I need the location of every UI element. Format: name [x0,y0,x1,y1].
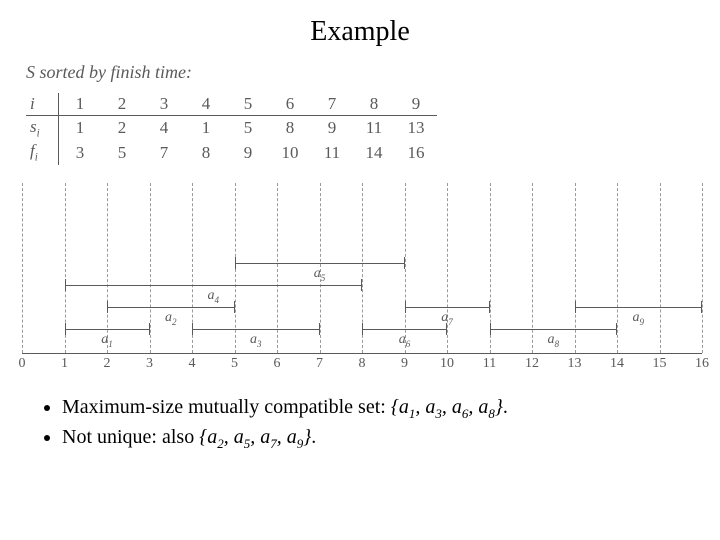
table-cell: 8 [353,93,395,116]
table-cell: 5 [101,140,143,164]
axis-tick: 10 [440,356,454,372]
table-cell: 5 [227,116,269,141]
table-rowheader: fi [26,140,59,164]
chart-area: a1a2a3a4a5a6a7a8a9 [22,183,702,354]
table-cell: 4 [185,93,227,116]
interval-a3: a3 [192,323,320,335]
table-rowheader: i [26,93,59,116]
table-cell: 7 [143,140,185,164]
table-cell: 11 [353,116,395,141]
table-cell: 13 [395,116,437,141]
table-row-i: i123456789 [26,93,437,116]
interval-label: a4 [207,288,219,305]
interval-label: a6 [399,332,411,349]
table-cell: 2 [101,93,143,116]
axis-tick: 0 [19,356,26,372]
table-cell: 6 [269,93,311,116]
gridline [150,183,151,353]
interval-a9: a9 [575,301,703,313]
activity-table: i123456789 si12415891113 fi3578910111416 [26,93,437,165]
table-cell: 14 [353,140,395,164]
table-cell: 4 [143,116,185,141]
axis-tick: 6 [274,356,281,372]
note-max-set: Maximum-size mutually compatible set: {a… [62,396,700,422]
axis-tick: 9 [401,356,408,372]
notes-list: Maximum-size mutually compatible set: {a… [20,396,700,452]
note2-set: {a2, a5, a7, a9} [199,426,311,448]
axis-tick: 4 [189,356,196,372]
interval-label: a1 [101,332,113,349]
gridline [617,183,618,353]
table-cell: 9 [227,140,269,164]
gridline [447,183,448,353]
table-cell: 3 [143,93,185,116]
note1-set: {a1, a3, a6, a8} [391,396,503,418]
gridline [660,183,661,353]
gridline [702,183,703,353]
table-cell: 16 [395,140,437,164]
interval-label: a5 [314,266,326,283]
table-cell: 1 [185,116,227,141]
interval-label: a2 [165,310,177,327]
note1-prefix: Maximum-size mutually compatible set: [62,396,391,418]
interval-a6: a6 [362,323,447,335]
page-title: Example [20,16,700,48]
sort-note-rest: sorted by finish time: [35,62,192,82]
axis-tick: 13 [568,356,582,372]
axis-tick: 2 [104,356,111,372]
sort-note: S sorted by finish time: [26,62,700,83]
axis-tick: 8 [359,356,366,372]
interval-label: a8 [547,332,559,349]
interval-a5: a5 [235,257,405,269]
table-cell: 3 [59,140,102,164]
axis-tick: 1 [61,356,68,372]
axis-tick: 11 [483,356,496,372]
interval-label: a9 [632,310,644,327]
table-cell: 5 [227,93,269,116]
table-cell: 7 [311,93,353,116]
interval-chart: a1a2a3a4a5a6a7a8a9 012345678910111213141… [22,183,702,374]
interval-a8: a8 [490,323,618,335]
axis-tick: 15 [653,356,667,372]
axis-tick: 16 [695,356,709,372]
interval-a1: a1 [65,323,150,335]
note2-prefix: Not unique: also [62,426,199,448]
axis-tick: 7 [316,356,323,372]
axis-tick: 12 [525,356,539,372]
table-cell: 11 [311,140,353,164]
table-cell: 8 [269,116,311,141]
table-cell: 1 [59,116,102,141]
interval-label: a7 [441,310,453,327]
table-cell: 10 [269,140,311,164]
table-cell: 1 [59,93,102,116]
table-cell: 8 [185,140,227,164]
table-row-s: si12415891113 [26,116,437,141]
gridline [22,183,23,353]
interval-a7: a7 [405,301,490,313]
table-cell: 2 [101,116,143,141]
table-cell: 9 [311,116,353,141]
table-rowheader: si [26,116,59,141]
axis-tick: 5 [231,356,238,372]
table-cell: 9 [395,93,437,116]
axis-tick: 14 [610,356,624,372]
sort-note-s: S [26,62,35,82]
note-not-unique: Not unique: also {a2, a5, a7, a9}. [62,426,700,452]
table-row-f: fi3578910111416 [26,140,437,164]
axis-labels: 012345678910111213141516 [22,354,702,374]
axis-tick: 3 [146,356,153,372]
interval-label: a3 [250,332,262,349]
